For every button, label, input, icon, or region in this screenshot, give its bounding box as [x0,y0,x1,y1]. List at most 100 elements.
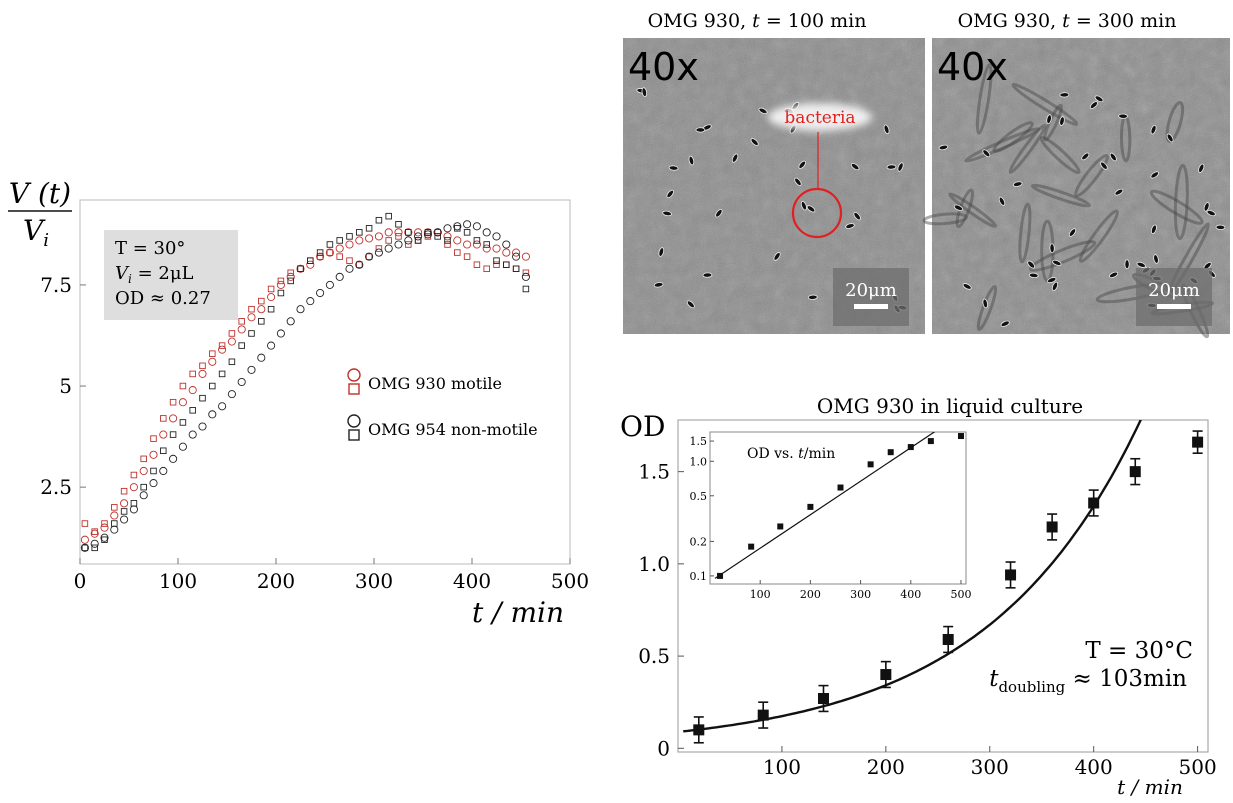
data-point-series-3 [101,536,108,543]
inset-marker [867,461,874,468]
data-point-series-2 [512,252,521,261]
bacterium-cell [1094,95,1104,103]
legend-label-omg954: OMG 954 non-motile [368,420,538,439]
data-point-series-3 [258,318,265,325]
data-point-series-2 [384,244,393,253]
od-marker [1088,497,1100,509]
od-y-tick-label: 0 [657,736,670,760]
data-point-series-0 [423,228,432,237]
left-x-tick-label: 300 [355,569,393,593]
bacterium-cell [666,189,674,199]
data-point-series-1 [385,237,392,244]
data-point-series-0 [149,450,158,459]
data-point-series-3 [160,447,167,455]
micrograph-1-magnification: 40x [628,45,699,89]
data-point-series-1 [169,398,177,406]
data-point-series-3 [356,229,363,236]
data-point-series-3 [463,229,471,236]
data-point-series-0 [247,313,256,322]
od-data-point [817,684,829,713]
inset-marker [717,572,724,579]
bacterium-cell [1081,152,1090,161]
data-point-series-0 [325,248,334,257]
data-point-series-2 [227,390,236,399]
bacterium-cell [982,298,988,309]
data-point-series-2 [149,479,158,488]
data-point-series-3 [346,233,353,240]
data-point-series-1 [434,229,441,236]
od-data-point [1088,489,1100,517]
data-point-series-2 [90,539,99,548]
od-y-tick-label: 0.5 [638,644,670,668]
cell-swirl [964,127,1041,163]
data-point-series-0 [345,240,354,249]
bacterium-cell [1203,202,1210,212]
data-point-series-1 [336,253,343,260]
bacterium-cell [1049,243,1055,254]
data-point-series-1 [199,362,206,370]
od-y-tick-label: 1.5 [638,460,670,484]
data-point-series-0 [482,244,491,253]
left-y-tick-label: 7.5 [40,273,72,297]
bacterium-cell [1114,188,1124,196]
inset-marker [748,543,755,550]
left-x-tick-label: 100 [159,569,197,593]
data-point-series-2 [463,220,472,229]
bacterium-cell [662,210,672,217]
inset-x-tick-label: 500 [950,588,971,601]
left-x-tick-label: 200 [257,569,295,593]
od-data-point [1005,561,1017,589]
bacterium-cell [800,201,807,211]
od-y-tick-label: 1.0 [638,552,670,576]
data-point-series-0 [502,248,511,257]
inset-x-tick-label: 300 [850,588,871,601]
data-point-series-3 [120,508,128,515]
bacterium-cell [1150,171,1160,179]
data-point-series-3 [140,483,147,491]
legend-label-omg930: OMG 930 motile [368,374,502,393]
micrograph-1: 40x bacteria 20μm [623,38,925,334]
left-y-tick-label: 5 [59,374,72,398]
growth-temperature: T = 30°C [1085,638,1193,664]
data-point-series-0 [355,236,364,245]
bacterium-cell [641,87,648,97]
bacterium-cell [1028,272,1039,278]
bacteria-annotation: bacteria [784,108,855,128]
data-point-series-1 [493,261,500,268]
data-point-series-3 [248,330,255,337]
bacterium-cell [1052,259,1062,266]
data-point-series-1 [218,342,226,349]
bacterium-cell [702,272,713,278]
od-chart-title: OMG 930 in liquid culture [817,394,1083,418]
data-point-series-3 [405,229,412,236]
od-growth-chart: OMG 930 in liquid culture OD 100 200 300 40… [620,394,1217,799]
bacterium-cell [688,155,695,166]
data-point-series-0 [90,529,99,538]
od-y-axis-label: OD [620,410,665,443]
data-point-series-0 [443,232,452,241]
data-point-series-1 [444,241,451,248]
cell-swirl [1018,202,1032,264]
data-point-series-0 [120,499,129,508]
data-point-series-2 [374,248,383,257]
data-point-series-3 [277,289,285,297]
data-point-series-1 [209,350,216,357]
data-point-series-3 [375,216,383,224]
data-point-series-2 [267,341,276,350]
od-marker [817,693,829,705]
data-point-series-3 [130,500,138,507]
micrographs: OMG 930, t = 100 min OMG 930, t = 300 mi… [623,10,1230,339]
bacterium-cell [1150,224,1157,235]
data-point-series-3 [228,358,236,366]
left-data-points [80,212,530,552]
data-point-series-0 [286,272,295,281]
data-point-series-1 [120,487,128,495]
data-point-series-2 [198,422,207,431]
data-point-series-2 [492,232,501,241]
doubling-time: tdoubling ≈ 103min [989,666,1187,696]
data-point-series-2 [286,317,295,326]
left-y-axis-label: V (t) Vi [8,177,72,251]
data-point-series-2 [443,224,452,233]
od-data-point [757,701,769,729]
conditions-box: T = 30° Vi = 2μL OD ≈ 0.27 [104,230,238,320]
